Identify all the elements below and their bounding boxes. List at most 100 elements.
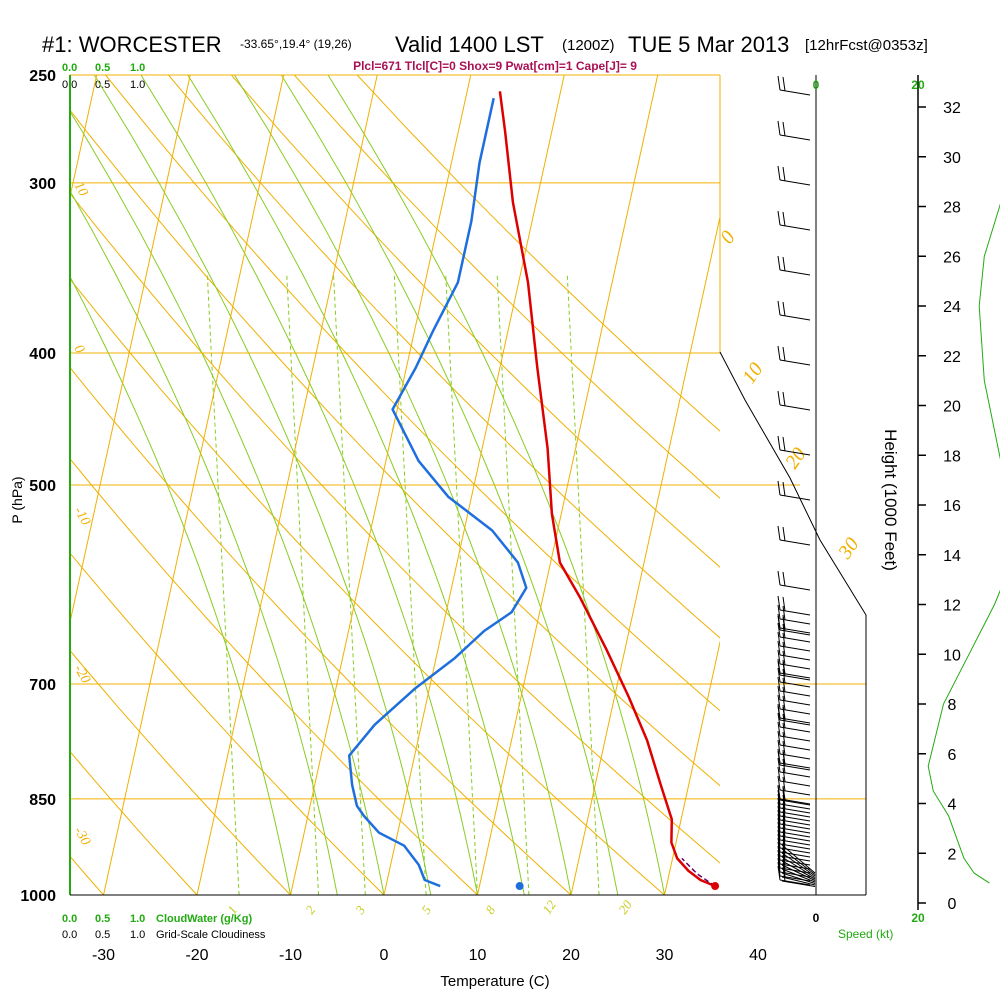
- pressure-tick-label: 1000: [20, 888, 56, 905]
- pressure-tick-label: 400: [29, 346, 56, 363]
- wind-barb-shaft: [781, 860, 816, 880]
- wind-barb: [777, 676, 811, 697]
- isotherm-label: -30: [71, 825, 93, 849]
- wind-barb-flag: [782, 758, 786, 774]
- wind-barb-flag: [782, 818, 786, 834]
- wind-barb-flag: [782, 830, 786, 846]
- isotherm-label: 30: [834, 534, 864, 564]
- wind-barb-flag: [777, 829, 781, 845]
- wind-barb: [777, 739, 811, 760]
- wind-barb: [777, 821, 811, 842]
- wind-barb: [777, 595, 811, 616]
- wind-barb: [777, 120, 811, 141]
- height-tick-label: 30: [943, 150, 961, 167]
- wind-barb-flag: [782, 704, 786, 720]
- speed-tick-top: 20: [911, 78, 925, 92]
- height-tick-label: 22: [943, 349, 961, 366]
- wind-barb: [777, 801, 811, 822]
- height-tick-label: 24: [943, 299, 961, 316]
- wind-barb-flag: [777, 712, 781, 728]
- temperature-tick-label: -20: [185, 947, 208, 964]
- wind-barb: [777, 649, 811, 670]
- wind-barb-flag: [782, 722, 786, 738]
- wind-barb: [777, 631, 811, 652]
- wind-barb: [777, 604, 811, 625]
- wind-barb: [777, 813, 811, 834]
- wind-barb-flag: [777, 75, 781, 91]
- wind-barb: [777, 345, 811, 366]
- wind-barb-flag: [777, 345, 781, 361]
- cloud-scale-top: 0.0 0.5 1.0 0.0 0.5 1.0: [62, 62, 145, 91]
- wind-barb-flag: [782, 659, 786, 675]
- wind-barb-flag: [782, 121, 786, 137]
- wind-barb-shaft: [781, 864, 816, 881]
- height-axis-label: Height (1000 Feet): [881, 429, 900, 571]
- wind-barb-flag: [777, 845, 781, 861]
- mixing-ratio-label: 2: [302, 902, 318, 916]
- wind-barb-flag: [782, 740, 786, 756]
- isotherm-label: 10: [71, 180, 91, 200]
- wind-barb-flag: [777, 480, 781, 496]
- cloud-scale-top-green-2: 1.0: [130, 62, 145, 74]
- surface-temperature-dot: [711, 882, 720, 891]
- wind-barb-shaft: [781, 872, 816, 884]
- dry-adiabat-line: [168, 75, 720, 639]
- wind-barb-flag: [782, 614, 786, 630]
- temperature-tick-label: 10: [469, 947, 487, 964]
- wind-barb: [777, 775, 811, 796]
- cloud-scale-top-green-0: 0.0: [62, 62, 77, 74]
- wind-barb-flag: [777, 165, 781, 181]
- wind-barb: [777, 75, 811, 96]
- forecast-info: [12hrFcst@0353z]: [805, 37, 928, 54]
- isotherm-label: -10: [71, 505, 93, 529]
- wind-barb-flag: [777, 784, 781, 800]
- dry-adiabat-line: [231, 75, 720, 568]
- wind-barb-flag: [777, 640, 781, 656]
- wind-barb-flag: [777, 694, 781, 710]
- pressure-axis-label: P (hPa): [9, 476, 25, 523]
- wind-barb: [777, 640, 811, 661]
- speed-tick-bottom: 20: [911, 911, 925, 925]
- wind-barb-flag: [782, 814, 786, 830]
- wind-barb-flag: [782, 481, 786, 497]
- wind-barb-flag: [777, 809, 781, 825]
- height-tick-label: 0: [948, 896, 957, 913]
- wind-barb-flag: [782, 596, 786, 612]
- wind-barb: [777, 210, 811, 231]
- wind-barb-flag: [782, 650, 786, 666]
- wind-barb: [777, 766, 811, 787]
- wind-barb: [777, 757, 811, 778]
- isotherm-line: [664, 640, 720, 895]
- wind-barb: [777, 789, 811, 810]
- stability-indices: Plcl=671 Tlcl[C]=0 Shox=9 Pwat[cm]=1 Cap…: [353, 59, 637, 73]
- wind-barb-flag: [777, 766, 781, 782]
- mixing-ratio-lines: [206, 273, 600, 895]
- wind-barb-flag: [777, 604, 781, 620]
- moist-adiabat-line: [187, 75, 525, 895]
- wind-barb-flag: [777, 748, 781, 764]
- wind-barb-flag: [777, 703, 781, 719]
- height-tick-label: 28: [943, 200, 961, 217]
- wind-barb-flag: [782, 785, 786, 801]
- wind-barb-flag: [777, 210, 781, 226]
- wind-barb-flag: [777, 667, 781, 683]
- wind-barb-flag: [777, 821, 781, 837]
- mixing-ratio-line: [332, 273, 366, 895]
- mixing-ratio-line: [496, 273, 530, 895]
- wind-barb-flag: [777, 525, 781, 541]
- wind-barb-flag: [782, 632, 786, 648]
- wind-barb-flag: [777, 730, 781, 746]
- moist-adiabat-line: [280, 75, 619, 895]
- temperature-axis-label: Temperature (C): [440, 973, 549, 990]
- parcel-path: [681, 857, 716, 887]
- wind-barb-flag: [777, 757, 781, 773]
- wind-barb-flag: [782, 166, 786, 182]
- temperature-profile: [498, 91, 716, 888]
- isotherm-line: [852, 75, 1000, 895]
- height-tick-label: 4: [948, 797, 957, 814]
- valid-time-utc: (1200Z): [562, 37, 615, 54]
- temperature-tick-label: 0: [380, 947, 389, 964]
- wind-barb-flag: [777, 865, 781, 881]
- wind-barb-flag: [777, 801, 781, 817]
